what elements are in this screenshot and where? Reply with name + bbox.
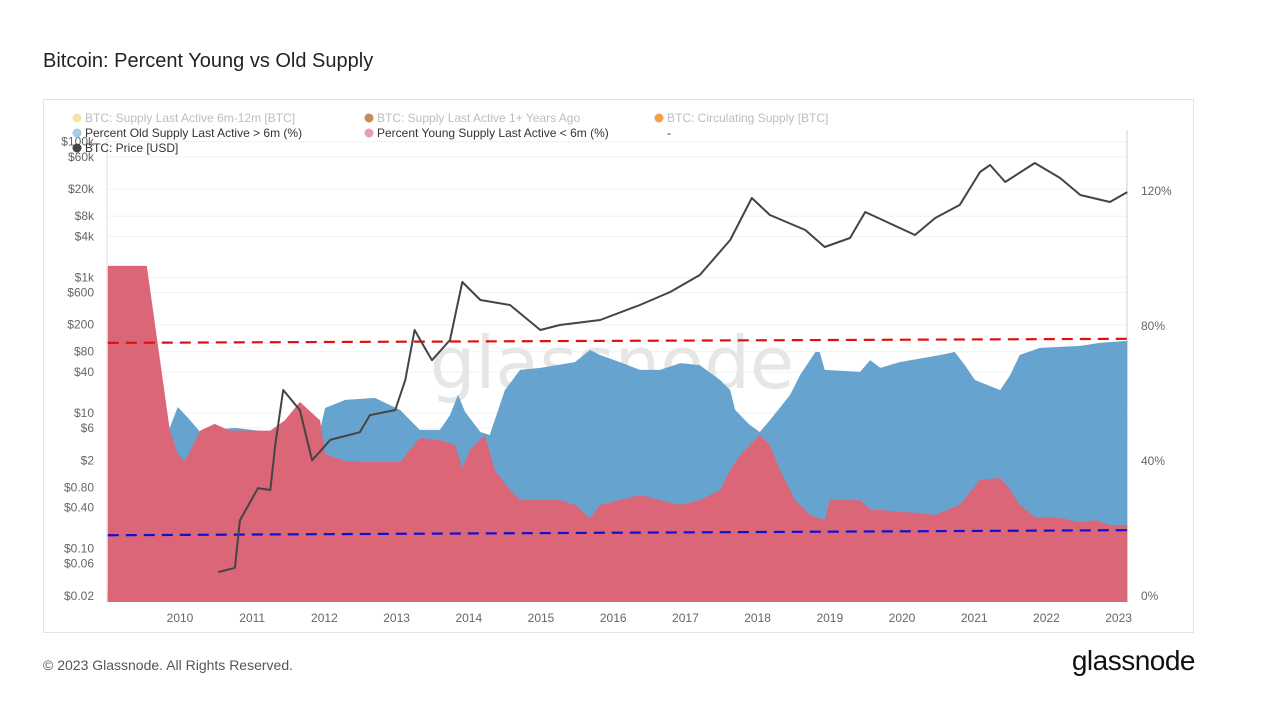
left-tick-label: $2: [81, 453, 95, 467]
left-tick-label: $100k: [61, 135, 95, 149]
x-tick-label: 2022: [1033, 611, 1060, 625]
x-tick-label: 2017: [672, 611, 699, 625]
legend-marker: [364, 128, 374, 138]
legend-label: BTC: Supply Last Active 6m-12m [BTC]: [85, 111, 295, 125]
x-tick-label: 2011: [239, 611, 265, 625]
legend-label: BTC: Supply Last Active 1+ Years Ago: [377, 111, 580, 125]
axis-ticks: $100k$60k$20k$8k$4k$1k$600$200$80$40$10$…: [61, 135, 1172, 625]
legend-marker: [72, 143, 82, 153]
upper-band-line: [107, 337, 1128, 344]
left-tick-label: $10: [74, 406, 94, 420]
left-tick-label: $0.06: [64, 557, 94, 571]
x-tick-label: 2016: [600, 611, 627, 625]
chart-frame: [43, 99, 1194, 633]
legend-item[interactable]: Percent Young Supply Last Active < 6m (%…: [364, 126, 609, 140]
right-tick-label: 120%: [1141, 184, 1172, 198]
price-line: [218, 162, 1128, 574]
legend-label: Percent Young Supply Last Active < 6m (%…: [377, 126, 609, 140]
x-tick-label: 2012: [311, 611, 338, 625]
left-tick-label: $20k: [68, 182, 95, 196]
legend-item[interactable]: BTC: Supply Last Active 1+ Years Ago: [364, 111, 581, 125]
x-tick-label: 2013: [383, 611, 410, 625]
left-tick-label: $1k: [75, 270, 95, 284]
left-tick-label: $6: [81, 421, 95, 435]
legend: BTC: Supply Last Active 6m-12m [BTC] BTC:…: [72, 111, 829, 155]
legend-item[interactable]: BTC: Supply Last Active 6m-12m [BTC]: [72, 111, 296, 125]
left-tick-label: $0.10: [64, 542, 94, 556]
left-tick-label: $8k: [75, 209, 95, 223]
reference-lines: [107, 337, 1128, 537]
legend-label: Percent Old Supply Last Active > 6m (%): [85, 126, 302, 140]
legend-marker: [72, 128, 82, 138]
left-tick-label: $4k: [75, 230, 95, 244]
glassnode-logo: glassnode: [1071, 645, 1196, 676]
left-tick-label: $40: [74, 365, 94, 379]
legend-label: BTC: Circulating Supply [BTC]: [667, 111, 828, 125]
lower-band-line: [107, 529, 1128, 537]
right-tick-label: 40%: [1141, 454, 1165, 468]
legend-label: -: [667, 126, 671, 140]
left-tick-label: $600: [67, 285, 94, 299]
legend-marker: [72, 113, 82, 123]
copyright: © 2023 Glassnode. All Rights Reserved.: [43, 657, 294, 673]
left-tick-label: $0.80: [64, 480, 94, 494]
areas: [107, 265, 1128, 602]
x-tick-label: 2023: [1105, 611, 1132, 625]
legend-item[interactable]: BTC: Price [USD]: [72, 141, 179, 155]
x-tick-label: 2018: [744, 611, 771, 625]
x-tick-label: 2010: [167, 611, 194, 625]
legend-label: BTC: Price [USD]: [85, 141, 178, 155]
left-tick-label: $80: [74, 345, 94, 359]
young-supply-area: [107, 265, 1128, 602]
left-tick-label: $200: [67, 318, 94, 332]
left-tick-label: $60k: [68, 150, 95, 164]
x-tick-label: 2021: [961, 611, 988, 625]
legend-item[interactable]: Percent Old Supply Last Active > 6m (%): [72, 126, 303, 140]
legend-item[interactable]: BTC: Circulating Supply [BTC]: [654, 111, 829, 125]
legend-marker: [364, 113, 374, 123]
legend-marker: [654, 113, 664, 123]
price-series: [218, 162, 1128, 574]
left-tick-label: $0.02: [64, 589, 94, 603]
right-tick-label: 0%: [1141, 589, 1159, 603]
legend-item[interactable]: -: [667, 126, 671, 140]
left-tick-label: $0.40: [64, 501, 94, 515]
x-tick-label: 2020: [889, 611, 916, 625]
x-tick-label: 2015: [528, 611, 555, 625]
page-title: Bitcoin: Percent Young vs Old Supply: [43, 50, 374, 72]
x-tick-label: 2019: [816, 611, 843, 625]
x-tick-label: 2014: [455, 611, 482, 625]
right-tick-label: 80%: [1141, 319, 1165, 333]
